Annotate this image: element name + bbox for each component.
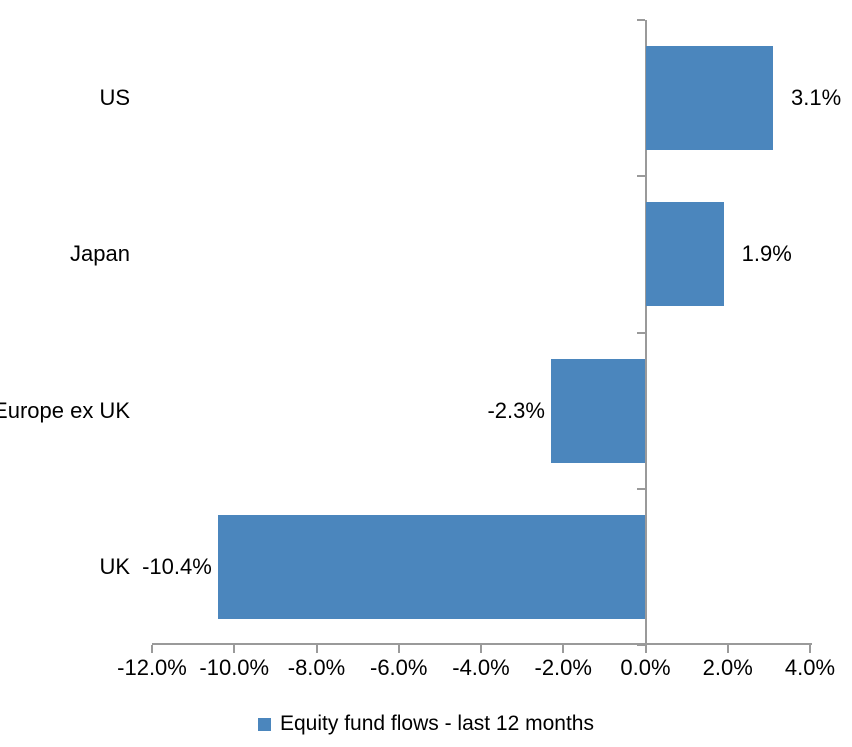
legend-label: Equity fund flows - last 12 months [280, 712, 594, 735]
x-axis-line [152, 643, 812, 645]
x-tick-label: -6.0% [370, 655, 428, 680]
x-tick [809, 645, 811, 653]
bar [645, 46, 773, 151]
bar [550, 358, 646, 463]
category-tick [636, 644, 645, 646]
category-label: UK [99, 553, 130, 579]
zero-axis-line [644, 20, 647, 645]
x-tick-label: 0.0% [620, 655, 671, 680]
category-label: Japan [70, 241, 130, 267]
x-tick [726, 645, 729, 653]
x-tick [397, 645, 400, 653]
x-tick [562, 645, 565, 653]
x-tick-label: -4.0% [452, 655, 510, 680]
x-tick [644, 645, 647, 653]
x-tick-label: 2.0% [702, 655, 753, 680]
x-tick-label: -12.0% [117, 655, 187, 680]
x-tick [151, 645, 153, 653]
bar [217, 514, 646, 619]
value-label: -10.4% [142, 553, 212, 579]
category-tick [636, 331, 645, 334]
x-tick [315, 645, 318, 653]
value-label: -2.3% [487, 397, 545, 423]
value-label: 3.1% [790, 85, 842, 111]
category-tick [636, 19, 645, 21]
x-tick-label: -10.0% [199, 655, 270, 680]
legend-swatch [258, 717, 271, 731]
category-tick [636, 175, 645, 178]
legend: Equity fund flows - last 12 months [0, 708, 852, 740]
x-tick [480, 645, 482, 653]
bar [645, 202, 724, 307]
category-tick [636, 487, 645, 490]
x-tick-label: -2.0% [534, 655, 592, 680]
category-label: Europe ex UK [0, 397, 130, 423]
x-tick-label: 4.0% [784, 655, 836, 680]
category-label: US [99, 85, 130, 111]
x-tick [233, 645, 236, 653]
value-label: 1.9% [741, 241, 792, 267]
x-tick-label: -8.0% [287, 655, 346, 680]
